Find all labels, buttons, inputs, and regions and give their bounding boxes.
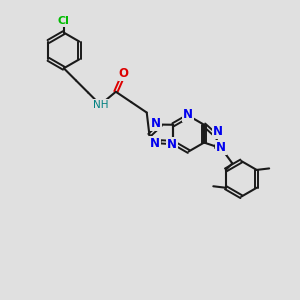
Text: N: N <box>167 138 177 151</box>
Text: N: N <box>213 125 223 138</box>
Text: N: N <box>183 108 193 121</box>
Text: Cl: Cl <box>58 16 70 26</box>
Text: N: N <box>216 141 226 154</box>
Text: NH: NH <box>93 100 108 110</box>
Text: N: N <box>151 117 161 130</box>
Text: N: N <box>150 137 161 150</box>
Text: O: O <box>118 67 129 80</box>
